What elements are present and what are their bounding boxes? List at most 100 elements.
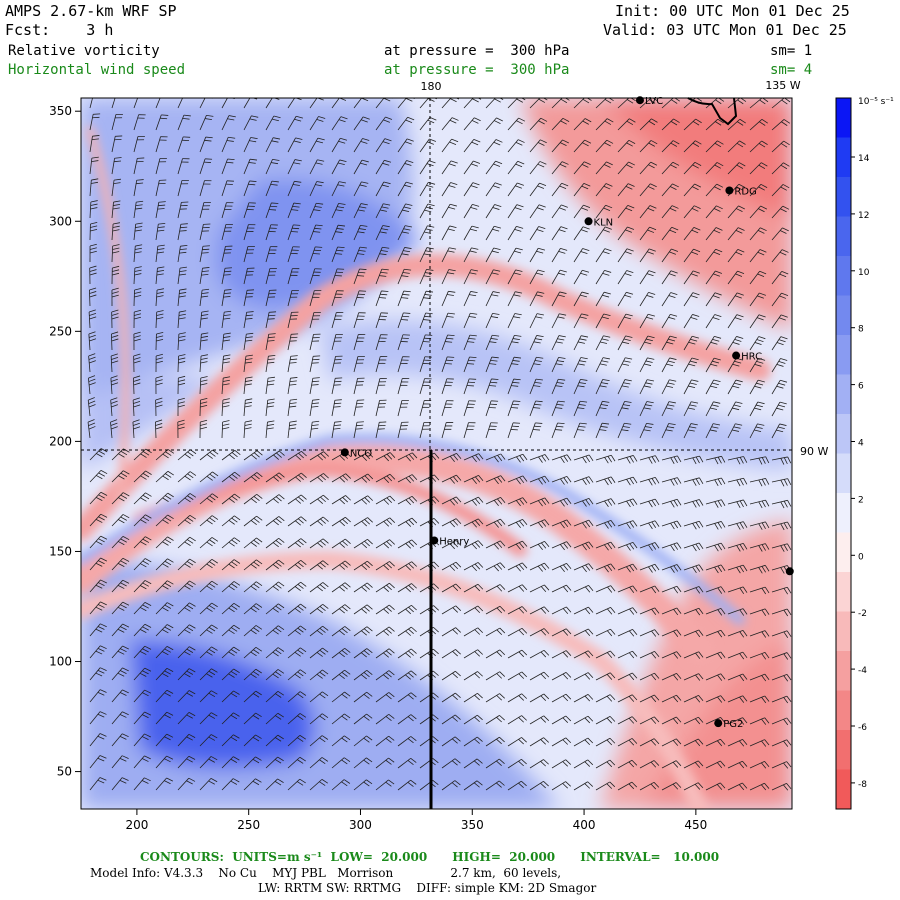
wind-barb <box>221 515 235 527</box>
wind-barb <box>463 562 479 571</box>
wind-barb-feather <box>179 248 187 251</box>
wind-barb <box>551 313 560 329</box>
wind-barb-feather <box>361 159 369 163</box>
wind-barb-feather <box>454 714 461 720</box>
wind-barb-feather <box>320 453 327 459</box>
wind-barb-feather <box>577 363 585 366</box>
wind-barb-feather <box>452 519 459 526</box>
wind-barb-feather <box>98 472 105 477</box>
wind-barb-feather <box>223 354 231 357</box>
wind-barb-feather <box>404 141 412 145</box>
wind-barb-feather <box>322 669 329 675</box>
wind-barb-feather <box>500 453 506 460</box>
wind-barb <box>397 181 407 197</box>
wind-barb-feather <box>742 695 748 702</box>
wind-barb-feather <box>429 117 437 121</box>
wind-barb-feather <box>671 205 679 209</box>
wind-barb <box>771 380 781 395</box>
wind-barb <box>155 98 161 109</box>
wind-barb-feather <box>385 694 392 700</box>
wind-barb-feather <box>294 98 302 101</box>
wind-barb <box>309 779 323 791</box>
wind-barb-feather <box>782 227 789 232</box>
wind-barb-feather <box>721 477 726 485</box>
wind-barb-feather <box>360 674 367 680</box>
wind-barb <box>177 668 190 681</box>
wind-barb <box>551 781 566 791</box>
wind-barb <box>573 650 589 659</box>
wind-barb <box>110 356 113 373</box>
wind-barb-feather <box>122 755 129 759</box>
wind-barb <box>551 335 560 351</box>
wind-barb <box>595 291 605 307</box>
wind-barb-feather <box>403 250 411 253</box>
wind-barb-feather <box>470 269 478 272</box>
wind-barb-feather <box>648 164 655 169</box>
wind-barb-feather <box>477 605 484 612</box>
wind-barb-feather <box>110 397 118 401</box>
wind-barb-feather <box>754 429 762 432</box>
wind-barb-feather <box>757 295 764 299</box>
wind-barb-feather <box>566 584 572 591</box>
wind-barb-feather <box>230 714 238 720</box>
wind-barb <box>529 606 545 615</box>
wind-barb-feather <box>786 587 792 594</box>
wind-barb-feather <box>654 607 660 614</box>
wind-barb-feather <box>541 455 547 462</box>
wind-barb-feather <box>226 140 234 142</box>
wind-barb-feather <box>761 609 767 616</box>
wind-barb-feather <box>559 163 567 168</box>
wind-barb <box>397 269 405 285</box>
wind-barb-feather <box>156 273 164 276</box>
wind-barb-feather <box>539 182 547 187</box>
wind-barb-feather <box>433 518 440 524</box>
wind-barb <box>441 269 450 285</box>
wind-barbs <box>87 98 792 791</box>
wind-barb-feather <box>339 564 345 570</box>
wind-barb-feather <box>91 160 99 162</box>
wind-barb <box>353 356 359 373</box>
wind-barb <box>683 607 700 615</box>
wind-barb <box>309 356 314 373</box>
wind-barb-feather <box>473 782 480 788</box>
wind-barb <box>727 608 744 615</box>
wind-barb-feather <box>581 335 589 338</box>
wind-barb-feather <box>275 496 282 502</box>
wind-barb-feather <box>253 671 260 676</box>
wind-barb <box>463 692 478 703</box>
wind-barb-feather <box>673 521 679 529</box>
wind-barb <box>683 292 694 307</box>
wind-barb-feather <box>339 159 347 162</box>
wind-barb <box>595 401 603 417</box>
wind-barb <box>529 357 537 373</box>
wind-barb <box>507 204 518 219</box>
wind-barb <box>221 180 228 197</box>
y-tick-label: 100 <box>49 655 72 669</box>
wind-barb-feather <box>783 588 789 595</box>
wind-barb <box>353 495 368 505</box>
wind-barb <box>309 246 316 263</box>
wind-barb-feather <box>517 160 525 165</box>
wind-barb-feather <box>558 378 566 381</box>
wind-barb <box>441 182 451 197</box>
wind-barb-feather <box>162 629 169 634</box>
wind-barb <box>485 291 494 307</box>
wind-barb-feather <box>761 718 767 725</box>
wind-barb-feather <box>538 226 546 230</box>
wind-barb-feather <box>535 400 543 403</box>
field1-level: at pressure = 300 hPa <box>384 43 570 59</box>
wind-barb <box>617 357 626 373</box>
wind-barb <box>573 357 582 373</box>
wind-barb <box>353 246 361 263</box>
wind-barb-feather <box>513 294 521 297</box>
wind-barb-feather <box>300 516 307 522</box>
wind-barb-feather <box>223 296 231 298</box>
wind-barb-feather <box>228 454 235 460</box>
wind-barb-feather <box>164 714 171 719</box>
wind-barb-feather <box>561 182 569 187</box>
wind-barb-feather <box>739 522 744 529</box>
wind-barb-feather <box>543 737 549 743</box>
wind-barb-feather <box>499 649 506 656</box>
wind-barb-feather <box>732 429 740 432</box>
wind-barb-feather <box>756 382 764 386</box>
